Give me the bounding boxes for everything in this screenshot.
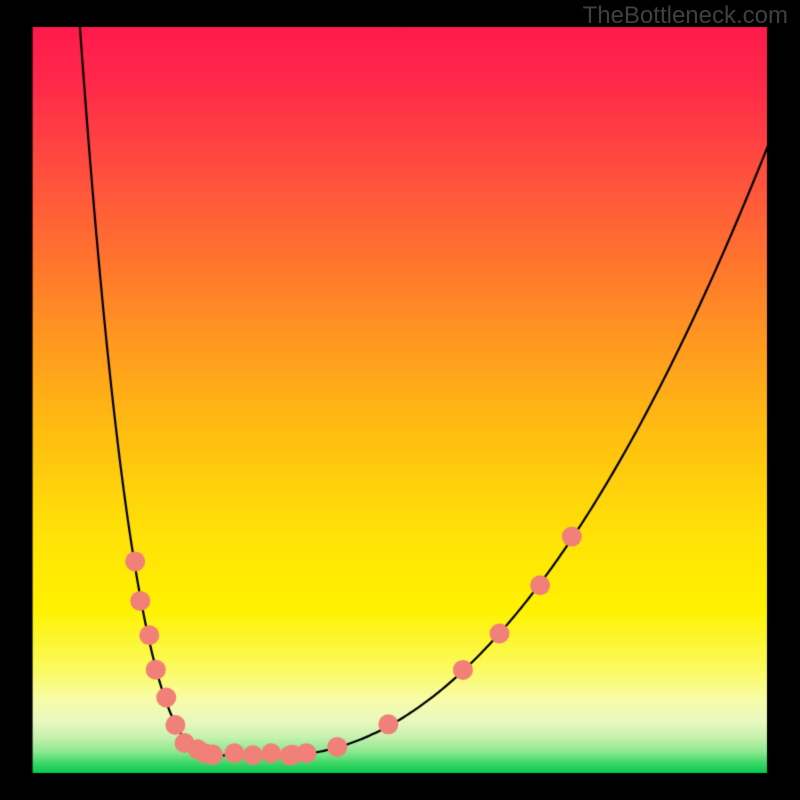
watermark-text: TheBottleneck.com [583,2,788,30]
bottleneck-chart-canvas [0,0,800,800]
chart-stage: TheBottleneck.com [0,0,800,800]
